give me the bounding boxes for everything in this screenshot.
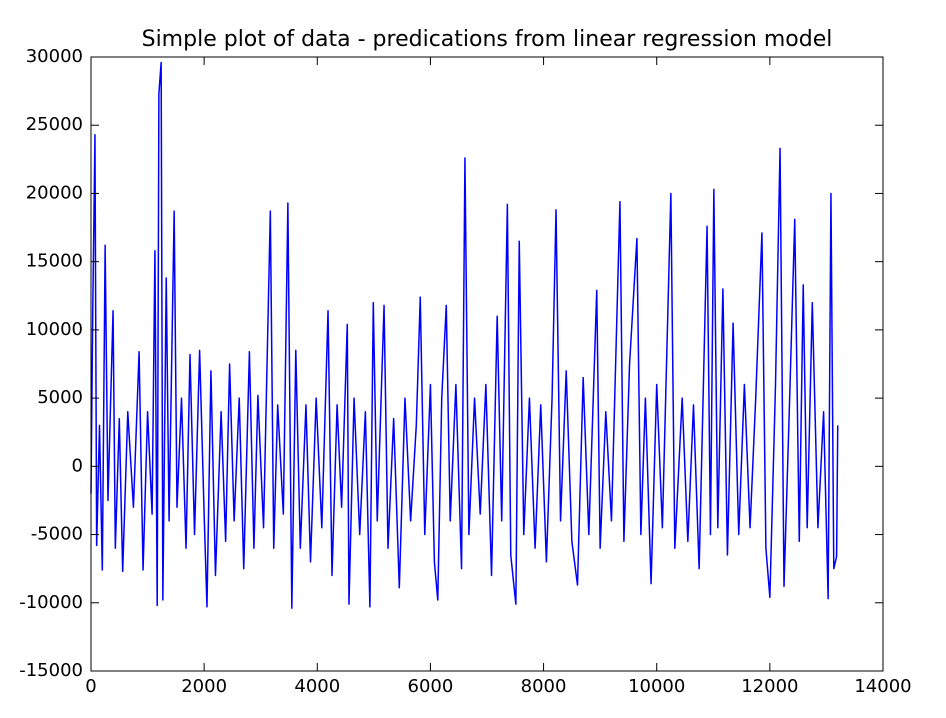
y-tick-label: 15000 bbox=[26, 251, 83, 272]
y-tick-label: -10000 bbox=[19, 592, 83, 613]
y-tick-label: 0 bbox=[72, 455, 83, 476]
x-tick-label: 2000 bbox=[181, 676, 227, 697]
x-tick-label: 0 bbox=[85, 676, 96, 697]
x-tick-label: 10000 bbox=[628, 676, 685, 697]
x-tick-label: 14000 bbox=[854, 676, 911, 697]
data-line bbox=[90, 61, 839, 609]
y-tick-label: -5000 bbox=[31, 524, 83, 545]
x-tick-label: 4000 bbox=[294, 676, 340, 697]
y-tick-label: 10000 bbox=[26, 319, 83, 340]
y-tick-label: 25000 bbox=[26, 114, 83, 135]
y-tick-label: -15000 bbox=[19, 660, 83, 681]
chart-title: Simple plot of data - predications from … bbox=[142, 27, 833, 52]
plot-frame bbox=[90, 56, 884, 672]
y-tick-label: 5000 bbox=[37, 387, 83, 408]
x-tick-label: 12000 bbox=[741, 676, 798, 697]
x-tick-label: 8000 bbox=[521, 676, 567, 697]
x-tick-label: 6000 bbox=[408, 676, 454, 697]
y-tick-label: 30000 bbox=[26, 46, 83, 67]
y-tick-label: 20000 bbox=[26, 182, 83, 203]
